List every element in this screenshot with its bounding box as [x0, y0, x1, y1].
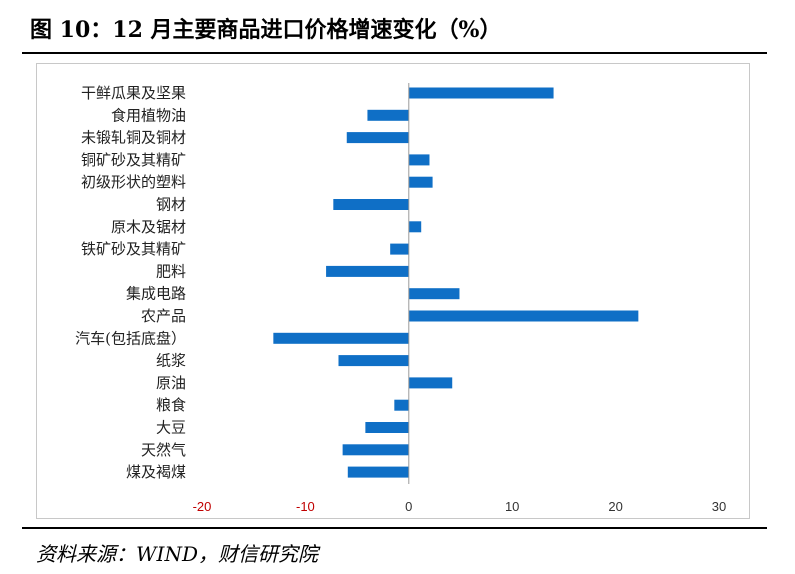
source-rule: [22, 527, 767, 529]
bar-6: [408, 221, 422, 233]
bar-5: [333, 199, 409, 210]
bar-13: [408, 377, 453, 389]
x-tick-label-5: 30: [712, 499, 726, 514]
x-tick-label-0: -20: [193, 499, 212, 514]
bar-17: [347, 466, 409, 478]
category-label-8: 肥料: [156, 262, 186, 280]
category-label-10: 农产品: [141, 307, 186, 325]
bars-group: [273, 87, 639, 478]
category-label-11: 汽车(包括底盘）: [75, 329, 186, 347]
bar-12: [338, 355, 409, 367]
title-rule: [22, 52, 767, 54]
x-tick-label-2: 0: [405, 499, 412, 514]
category-label-3: 铜矿砂及其精矿: [81, 151, 186, 169]
bar-4: [408, 176, 433, 188]
chart-frame: [36, 63, 750, 519]
category-label-6: 原木及锯材: [111, 218, 186, 236]
bar-9: [408, 288, 460, 300]
bar-1: [367, 109, 409, 121]
source-note: 资料来源：WIND，财信研究院: [36, 542, 318, 566]
category-label-13: 原油: [156, 374, 186, 392]
x-tick-label-3: 10: [505, 499, 519, 514]
category-label-17: 煤及褐煤: [126, 463, 186, 481]
x-tick-labels-group: -20 -10 0 10 20 30: [193, 499, 727, 514]
category-label-4: 初级形状的塑料: [81, 173, 186, 191]
chart-title: 图 10：12 月主要商品进口价格增速变化（%）: [30, 17, 502, 43]
x-tick-label-4: 20: [608, 499, 622, 514]
category-label-15: 大豆: [156, 419, 186, 437]
bar-0: [408, 87, 554, 99]
category-label-7: 铁矿砂及其精矿: [81, 240, 186, 258]
category-label-14: 粮食: [156, 396, 186, 414]
bar-16: [342, 444, 409, 456]
bar-8: [326, 265, 409, 277]
category-label-2: 未锻轧铜及铜材: [81, 129, 186, 147]
category-label-12: 纸浆: [156, 352, 186, 370]
category-label-0: 干鲜瓜果及坚果: [81, 84, 186, 102]
x-tick-label-1: -10: [296, 499, 315, 514]
bar-2: [346, 132, 409, 144]
category-labels-group: 干鲜瓜果及坚果食用植物油未锻轧铜及铜材铜矿砂及其精矿初级形状的塑料钢材原木及锯材…: [75, 84, 186, 481]
bar-11: [273, 332, 409, 344]
bar-3: [408, 154, 430, 166]
bar-15: [365, 422, 409, 433]
category-label-16: 天然气: [141, 441, 186, 459]
bar-10: [408, 310, 639, 322]
bar-14: [394, 399, 409, 411]
bar-7: [390, 243, 409, 255]
category-label-1: 食用植物油: [111, 106, 186, 124]
category-label-9: 集成电路: [126, 285, 186, 303]
category-label-5: 钢材: [156, 196, 186, 214]
